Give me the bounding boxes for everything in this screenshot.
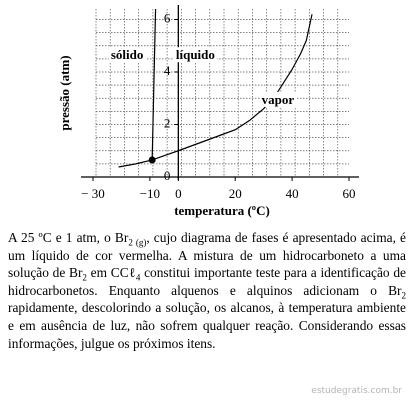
phase-curve bbox=[151, 8, 157, 160]
subscript: 2 bbox=[401, 290, 407, 301]
annotation-bg bbox=[259, 91, 297, 107]
annotation: líquido bbox=[176, 47, 215, 62]
text-run: constitui importante teste para a identi… bbox=[8, 265, 406, 298]
text-run: A 25 ºC e 1 atm, o Br bbox=[8, 230, 129, 245]
chart: temperatura (ºC) pressão (atm) − 30 −10 0 2… bbox=[57, 5, 359, 218]
annotation-bg bbox=[108, 47, 146, 63]
subscript: 2 (g) bbox=[128, 237, 147, 248]
phase-curve bbox=[118, 14, 313, 168]
text-run: rapidamente, descolorindo a solução, os … bbox=[8, 300, 406, 351]
x-tick-label: 20 bbox=[229, 186, 242, 201]
annotation-bg bbox=[173, 47, 217, 63]
annotation: sólido bbox=[111, 47, 144, 62]
y-tick-label: 4 bbox=[164, 63, 171, 78]
watermark: estudegratis.com.br bbox=[311, 386, 402, 396]
x-tick-label: 60 bbox=[343, 186, 356, 201]
x-tick-label: −10 bbox=[140, 186, 160, 201]
y-tick-label: 6 bbox=[164, 10, 171, 25]
subscript: 4 bbox=[135, 272, 141, 283]
x-tick-label: 40 bbox=[286, 186, 299, 201]
annotation: vapor bbox=[262, 92, 295, 107]
subscript: 2 bbox=[82, 272, 87, 283]
y-tick-label: 2 bbox=[164, 115, 171, 130]
paragraph: A 25 ºC e 1 atm, o Br2 (g), cujo diagram… bbox=[8, 229, 406, 352]
x-axis-label: temperatura (ºC) bbox=[174, 203, 270, 218]
x-tick-label: − 30 bbox=[81, 186, 105, 201]
y-axis-label: pressão (atm) bbox=[57, 55, 72, 130]
triple-point bbox=[148, 156, 156, 164]
text-run: , cujo diagrama de fases é apresentado a… bbox=[8, 230, 406, 281]
text-run: em CCℓ bbox=[86, 265, 136, 281]
x-tick-label: 0 bbox=[175, 186, 182, 201]
y-tick-label: 0 bbox=[164, 168, 171, 183]
